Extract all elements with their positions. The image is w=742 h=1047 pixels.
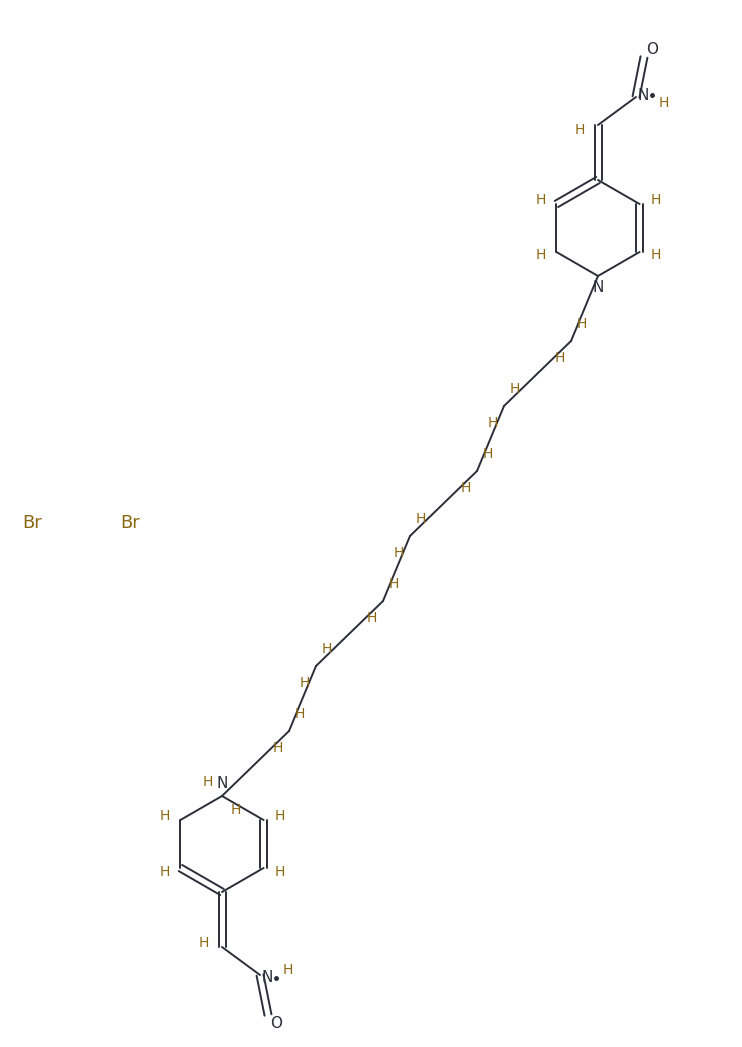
Text: Br: Br <box>22 514 42 532</box>
Text: H: H <box>659 96 669 110</box>
Text: H: H <box>295 708 306 721</box>
Text: H: H <box>275 809 285 823</box>
Text: H: H <box>575 122 585 137</box>
Text: H: H <box>231 803 241 818</box>
Text: H: H <box>577 317 588 332</box>
Text: H: H <box>554 351 565 364</box>
Text: H: H <box>510 382 520 397</box>
Text: H: H <box>483 447 493 462</box>
Text: H: H <box>203 775 213 788</box>
Text: H: H <box>651 193 661 207</box>
Text: H: H <box>300 675 310 690</box>
Text: H: H <box>322 643 332 656</box>
Text: H: H <box>160 809 170 823</box>
Text: O: O <box>646 42 658 57</box>
Text: H: H <box>535 193 545 207</box>
Text: H: H <box>461 481 471 494</box>
Text: H: H <box>272 740 283 755</box>
Text: H: H <box>651 248 661 262</box>
Text: H: H <box>199 936 209 950</box>
Text: N: N <box>217 777 228 792</box>
Text: Br: Br <box>120 514 139 532</box>
Text: H: H <box>535 248 545 262</box>
Text: N: N <box>261 971 273 985</box>
Text: H: H <box>393 545 404 559</box>
Text: H: H <box>416 512 427 527</box>
Text: O: O <box>270 1016 282 1030</box>
Text: N: N <box>637 88 649 103</box>
Text: N: N <box>592 281 604 295</box>
Text: H: H <box>487 416 498 429</box>
Text: H: H <box>160 865 170 879</box>
Text: H: H <box>275 865 285 879</box>
Text: H: H <box>283 963 293 977</box>
Text: H: H <box>389 578 399 592</box>
Text: H: H <box>367 610 377 625</box>
